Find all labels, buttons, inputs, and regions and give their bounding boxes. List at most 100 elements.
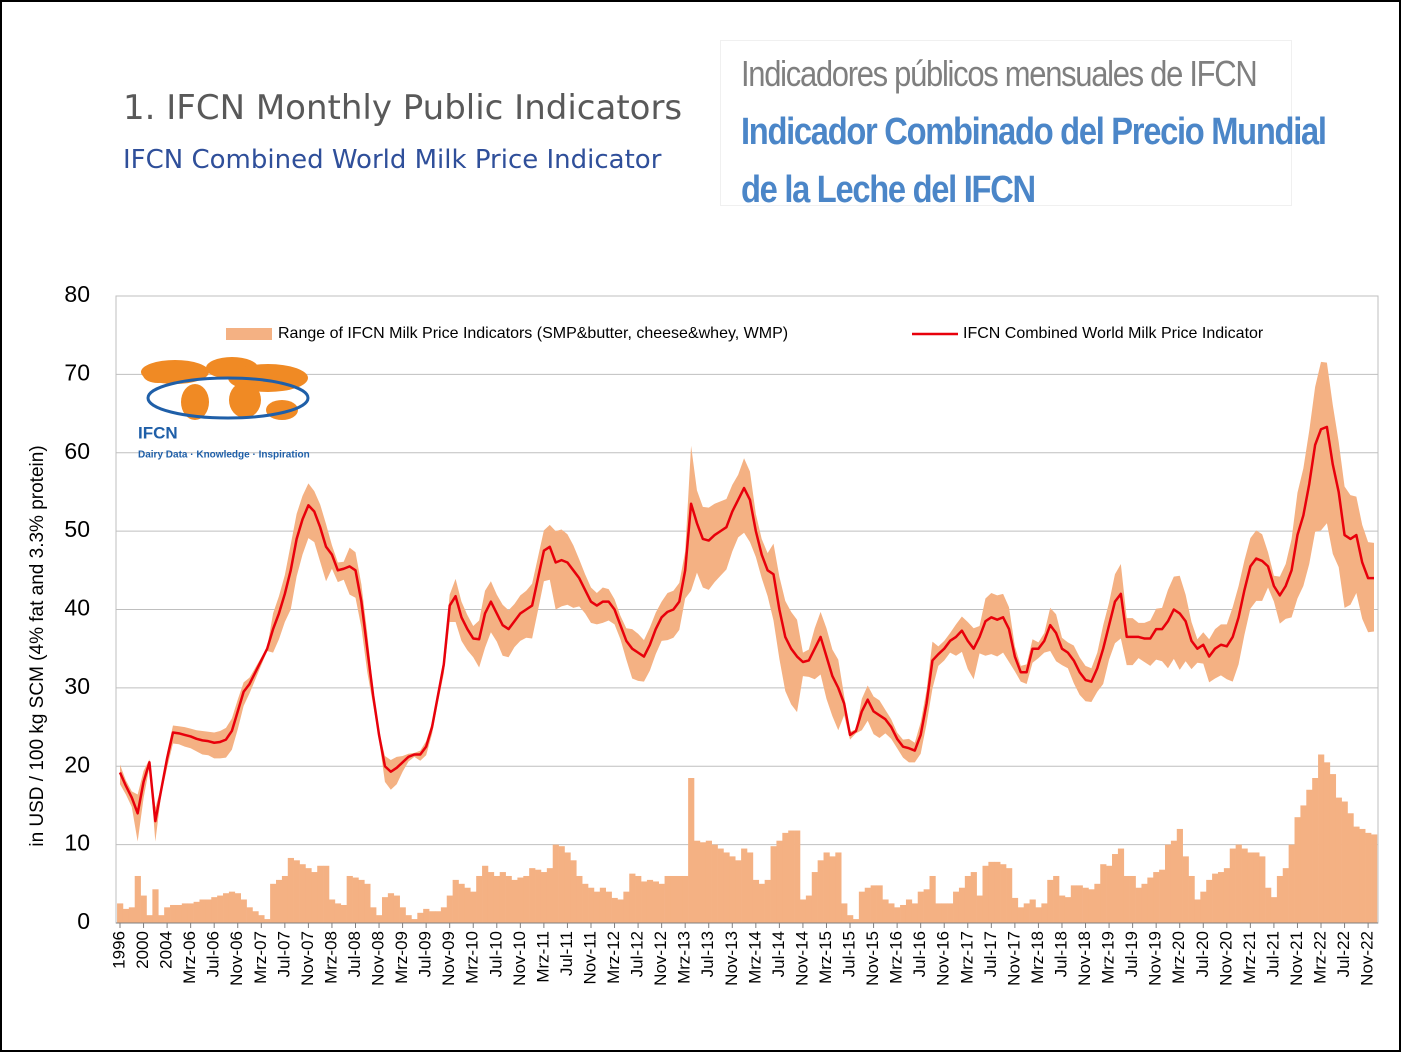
spread-bar bbox=[711, 844, 718, 923]
y-tick-label: 20 bbox=[64, 751, 90, 777]
spread-bar bbox=[1335, 797, 1342, 923]
spread-bar bbox=[1059, 895, 1066, 923]
spread-bar bbox=[270, 883, 277, 923]
spread-bar bbox=[682, 875, 689, 923]
spread-bar bbox=[576, 875, 583, 923]
x-tick-label: Nov-19 bbox=[1146, 931, 1165, 986]
spread-bar bbox=[134, 875, 141, 923]
x-tick-label: Mrz-20 bbox=[1169, 931, 1188, 984]
spread-bar bbox=[346, 875, 353, 923]
spread-bar bbox=[947, 903, 954, 923]
spread-bar bbox=[376, 915, 383, 923]
logo-tagline: Dairy Data · Knowledge · Inspiration bbox=[138, 450, 310, 461]
spread-bar bbox=[1306, 789, 1313, 923]
spread-bar bbox=[817, 860, 824, 923]
x-tick-label: Nov-14 bbox=[792, 931, 811, 986]
spread-bar bbox=[193, 901, 200, 923]
x-tick-label: Mrz-13 bbox=[675, 931, 694, 984]
spread-bar bbox=[1017, 907, 1025, 923]
spread-bar bbox=[664, 875, 671, 923]
spread-bar bbox=[705, 840, 712, 923]
spread-bar bbox=[799, 899, 807, 923]
spread-bar bbox=[1235, 844, 1242, 923]
x-tick-label: Jul-19 bbox=[1122, 931, 1141, 977]
spread-bar bbox=[988, 861, 995, 923]
spread-bar bbox=[564, 852, 571, 923]
x-tick-label: Mrz-17 bbox=[957, 931, 976, 984]
price-line bbox=[118, 425, 1374, 823]
spread-bar bbox=[1329, 774, 1337, 923]
spread-bar bbox=[888, 903, 895, 923]
y-axis-label: in USD / 100 kg SCM (4% fat and 3.3% pro… bbox=[27, 445, 48, 846]
x-tick-label: Jul-09 bbox=[416, 931, 435, 977]
spread-bar bbox=[1100, 864, 1107, 923]
y-tick-label: 60 bbox=[64, 438, 90, 464]
x-tick-label: Nov-13 bbox=[722, 931, 741, 986]
x-tick-label: Mrz-12 bbox=[604, 931, 623, 984]
y-tick-label: 40 bbox=[64, 595, 90, 621]
logo-name: IFCN bbox=[138, 423, 178, 442]
spread-bar bbox=[593, 891, 601, 923]
spread-bar bbox=[917, 891, 924, 923]
x-tick-label: Nov-15 bbox=[863, 931, 882, 986]
x-tick-label: Nov-07 bbox=[298, 931, 317, 986]
logo: IFCN Dairy Data · Knowledge · Inspiration bbox=[138, 357, 310, 461]
x-tick-label: Jul-22 bbox=[1334, 931, 1353, 977]
spread-bar bbox=[994, 861, 1001, 923]
spread-bar bbox=[964, 875, 972, 923]
spread-bar bbox=[287, 857, 294, 923]
spread-bar bbox=[181, 903, 189, 923]
spread-bar bbox=[1165, 844, 1172, 923]
spread-bar bbox=[1223, 868, 1231, 923]
x-tick-label: Jul-18 bbox=[1051, 931, 1070, 977]
spread-bar bbox=[882, 899, 889, 923]
spread-bar bbox=[876, 885, 883, 923]
spread-bar bbox=[1212, 873, 1219, 923]
spread-bar bbox=[1047, 879, 1054, 923]
spread-bar bbox=[870, 885, 877, 923]
spread-bar bbox=[1153, 872, 1160, 923]
spread-bar bbox=[958, 887, 966, 923]
x-tick-label: 2004 bbox=[157, 931, 176, 969]
spread-bar bbox=[440, 907, 448, 923]
spread-bar bbox=[1341, 801, 1348, 923]
y-tick-label: 0 bbox=[77, 908, 90, 934]
spread-bar bbox=[258, 915, 265, 923]
spanish-subtitle: de la Leche del IFCN bbox=[741, 169, 1036, 211]
legend-label: IFCN Combined World Milk Price Indicator bbox=[963, 325, 1264, 342]
spread-bar bbox=[499, 872, 506, 923]
x-tick-label: Jul-11 bbox=[557, 931, 576, 976]
x-tick-label: Mrz-11 bbox=[533, 931, 552, 983]
spread-bar bbox=[782, 832, 789, 923]
spread-bar bbox=[393, 895, 400, 923]
x-tick-label: Nov-18 bbox=[1075, 931, 1094, 986]
spread-bar bbox=[829, 856, 836, 923]
spread-bar bbox=[929, 875, 936, 923]
spread-bar bbox=[1117, 848, 1125, 923]
spread-bar bbox=[629, 873, 636, 923]
x-tick-label: Nov-20 bbox=[1216, 931, 1235, 986]
spread-bar bbox=[599, 887, 607, 923]
spread-bar bbox=[1247, 852, 1254, 923]
spread-bar bbox=[417, 912, 424, 923]
spread-bar bbox=[482, 865, 489, 923]
spread-bar bbox=[1112, 854, 1119, 923]
spread-bar bbox=[758, 883, 765, 923]
logo-land bbox=[229, 382, 261, 418]
spread-bar bbox=[234, 893, 241, 923]
spread-bar bbox=[434, 911, 442, 923]
spread-bar bbox=[764, 879, 771, 923]
spread-bar bbox=[1229, 848, 1236, 923]
x-tick-label: Mrz-07 bbox=[251, 931, 270, 984]
spread-bar bbox=[199, 899, 206, 923]
x-tick-label: Jul-08 bbox=[345, 931, 364, 977]
spread-bar bbox=[240, 899, 247, 923]
spread-bar bbox=[511, 879, 518, 923]
spread-bar bbox=[317, 865, 324, 923]
spread-bar bbox=[1365, 832, 1372, 923]
spread-bar bbox=[1259, 856, 1266, 923]
page-subtitle: IFCN Combined World Milk Price Indicator bbox=[123, 145, 662, 175]
spread-bar bbox=[670, 875, 677, 923]
spread-bar bbox=[1147, 877, 1154, 923]
spread-bar bbox=[717, 848, 724, 923]
